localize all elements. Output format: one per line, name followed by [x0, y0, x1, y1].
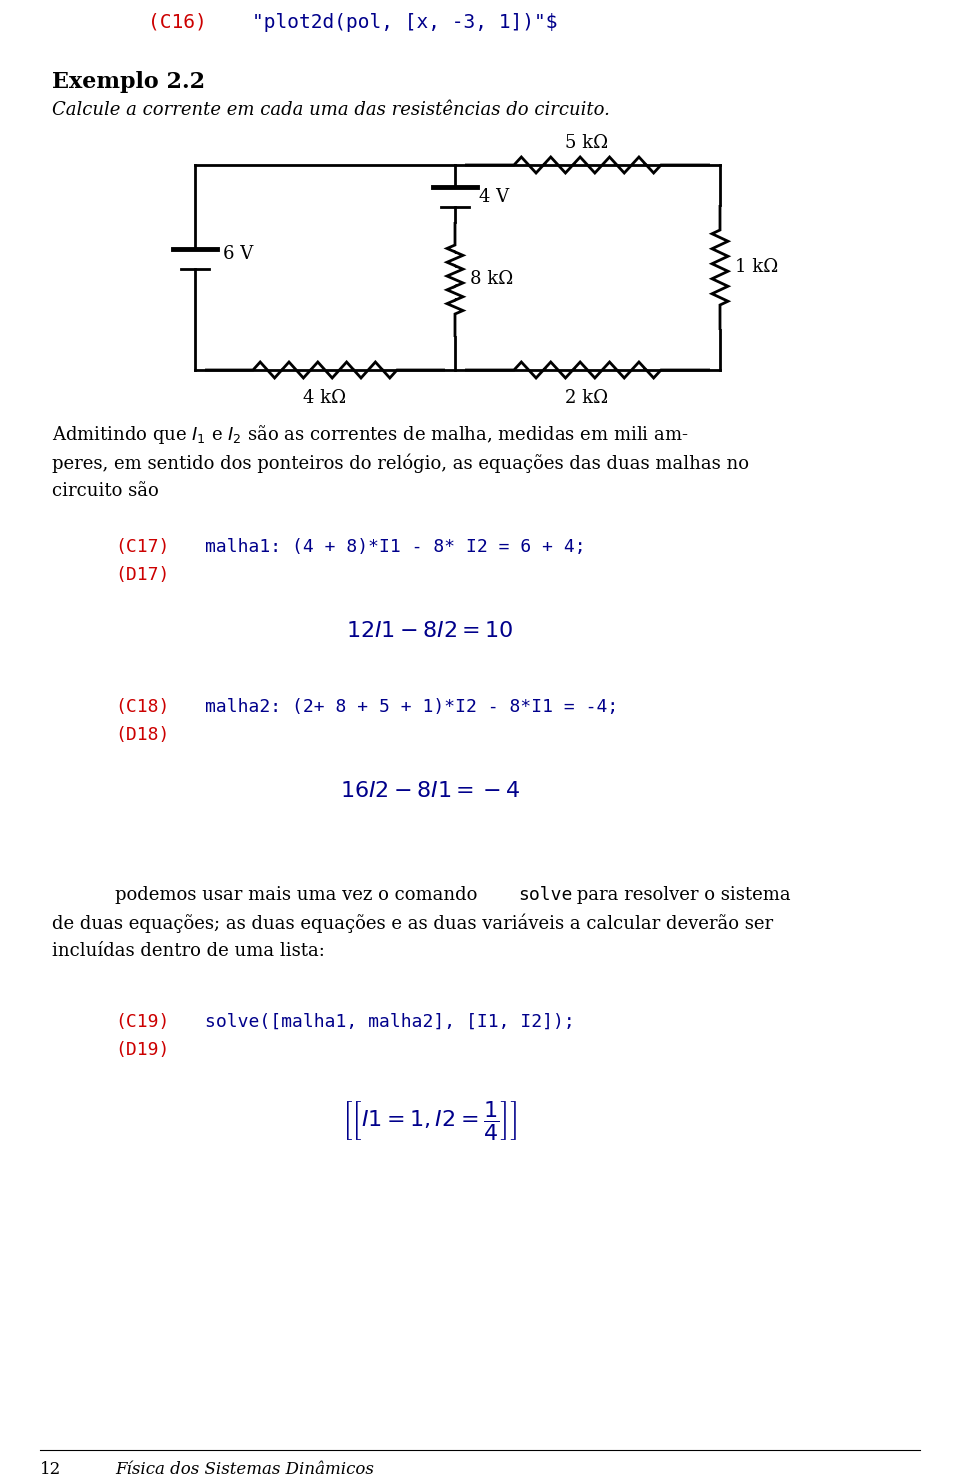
- Text: (C16): (C16): [148, 12, 206, 31]
- Text: 4 V: 4 V: [479, 187, 509, 207]
- Text: 1 kΩ: 1 kΩ: [735, 258, 779, 276]
- Text: (C17): (C17): [115, 537, 169, 556]
- Text: Exemplo 2.2: Exemplo 2.2: [52, 71, 205, 93]
- Text: circuito são: circuito são: [52, 483, 158, 500]
- Text: $\left[\left[I1 = 1, I2 = \dfrac{1}{4}\right]\right]$: $\left[\left[I1 = 1, I2 = \dfrac{1}{4}\r…: [343, 1098, 517, 1141]
- Text: solve([malha1, malha2], [I1, I2]);: solve([malha1, malha2], [I1, I2]);: [205, 1013, 575, 1032]
- Text: incluídas dentro de uma lista:: incluídas dentro de uma lista:: [52, 942, 324, 959]
- Text: 4 kΩ: 4 kΩ: [303, 390, 347, 407]
- Text: malha2: (2+ 8 + 5 + 1)*I2 - 8*I1 = -4;: malha2: (2+ 8 + 5 + 1)*I2 - 8*I1 = -4;: [205, 698, 618, 716]
- Text: (D17): (D17): [115, 565, 169, 584]
- Text: malha1: (4 + 8)*I1 - 8* I2 = 6 + 4;: malha1: (4 + 8)*I1 - 8* I2 = 6 + 4;: [205, 537, 586, 556]
- Text: Calcule a corrente em cada uma das resistências do circuito.: Calcule a corrente em cada uma das resis…: [52, 100, 610, 120]
- Text: "plot2d(pol, [x, -3, 1])"$: "plot2d(pol, [x, -3, 1])"$: [252, 12, 558, 31]
- Text: 5 kΩ: 5 kΩ: [565, 134, 609, 152]
- Text: (D18): (D18): [115, 726, 169, 744]
- Text: Admitindo que $I_1$ e $I_2$ são as correntes de malha, medidas em mili am-: Admitindo que $I_1$ e $I_2$ são as corre…: [52, 424, 688, 447]
- Text: 8 kΩ: 8 kΩ: [470, 270, 514, 288]
- Text: $16I2 - 8I1 = -4$: $16I2 - 8I1 = -4$: [340, 779, 520, 801]
- Text: Física dos Sistemas Dinâmicos: Física dos Sistemas Dinâmicos: [115, 1461, 373, 1476]
- Text: para resolver o sistema: para resolver o sistema: [571, 886, 791, 903]
- Text: 2 kΩ: 2 kΩ: [565, 390, 609, 407]
- Text: (C18): (C18): [115, 698, 169, 716]
- Text: peres, em sentido dos ponteiros do relógio, as equações das duas malhas no: peres, em sentido dos ponteiros do relóg…: [52, 453, 749, 472]
- Text: podemos usar mais uma vez o comando: podemos usar mais uma vez o comando: [115, 886, 483, 903]
- Text: de duas equações; as duas equações e as duas variáveis a calcular deverão ser: de duas equações; as duas equações e as …: [52, 914, 773, 933]
- Text: 6 V: 6 V: [223, 245, 253, 263]
- Text: solve: solve: [518, 886, 572, 903]
- Text: (C19): (C19): [115, 1013, 169, 1032]
- Text: $12I1 - 8I2 = 10$: $12I1 - 8I2 = 10$: [347, 620, 514, 642]
- Text: 12: 12: [40, 1461, 61, 1476]
- Text: (D19): (D19): [115, 1041, 169, 1058]
